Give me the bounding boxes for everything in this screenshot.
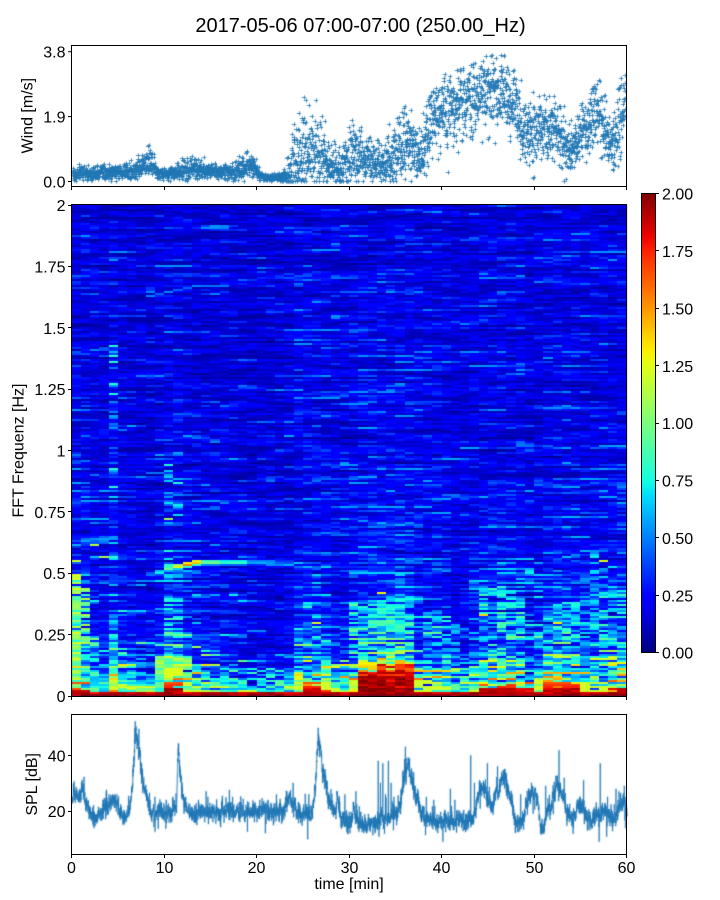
svg-text:2017-05-06 07:00-07:00 (250.00: 2017-05-06 07:00-07:00 (250.00_Hz)	[195, 15, 525, 37]
svg-text:20: 20	[248, 860, 266, 877]
svg-text:0: 0	[67, 860, 76, 877]
svg-text:SPL [dB]: SPL [dB]	[24, 753, 41, 816]
svg-text:0.75: 0.75	[662, 474, 693, 491]
svg-text:20: 20	[48, 804, 66, 821]
svg-text:0.5: 0.5	[43, 566, 65, 583]
svg-text:2.00: 2.00	[662, 187, 693, 204]
svg-text:FFT Frequenz [Hz]: FFT Frequenz [Hz]	[11, 384, 28, 518]
svg-text:40: 40	[433, 860, 451, 877]
svg-text:1.25: 1.25	[662, 359, 693, 376]
svg-text:1.00: 1.00	[662, 416, 693, 433]
svg-text:0: 0	[57, 689, 66, 706]
svg-text:2: 2	[57, 198, 66, 215]
svg-text:1: 1	[57, 444, 66, 461]
svg-text:3.8: 3.8	[43, 45, 65, 62]
svg-text:0.25: 0.25	[34, 628, 65, 645]
svg-text:40: 40	[48, 748, 66, 765]
svg-text:0.50: 0.50	[662, 531, 693, 548]
svg-text:Wind [m/s]: Wind [m/s]	[19, 78, 36, 154]
svg-text:1.50: 1.50	[662, 301, 693, 318]
svg-text:1.25: 1.25	[34, 382, 65, 399]
svg-text:1.9: 1.9	[43, 110, 65, 127]
svg-text:30: 30	[341, 860, 359, 877]
svg-text:0.25: 0.25	[662, 588, 693, 605]
svg-text:1.75: 1.75	[34, 259, 65, 276]
svg-text:0.00: 0.00	[662, 646, 693, 663]
svg-text:50: 50	[526, 860, 544, 877]
svg-text:10: 10	[156, 860, 174, 877]
svg-text:1.5: 1.5	[43, 321, 65, 338]
svg-text:time [min]: time [min]	[314, 876, 383, 893]
svg-text:60: 60	[618, 860, 636, 877]
svg-text:0.0: 0.0	[43, 175, 65, 192]
svg-text:0.75: 0.75	[34, 505, 65, 522]
svg-text:1.75: 1.75	[662, 244, 693, 261]
